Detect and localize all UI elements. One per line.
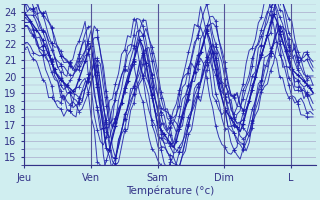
X-axis label: Température (°c): Température (°c): [126, 185, 214, 196]
